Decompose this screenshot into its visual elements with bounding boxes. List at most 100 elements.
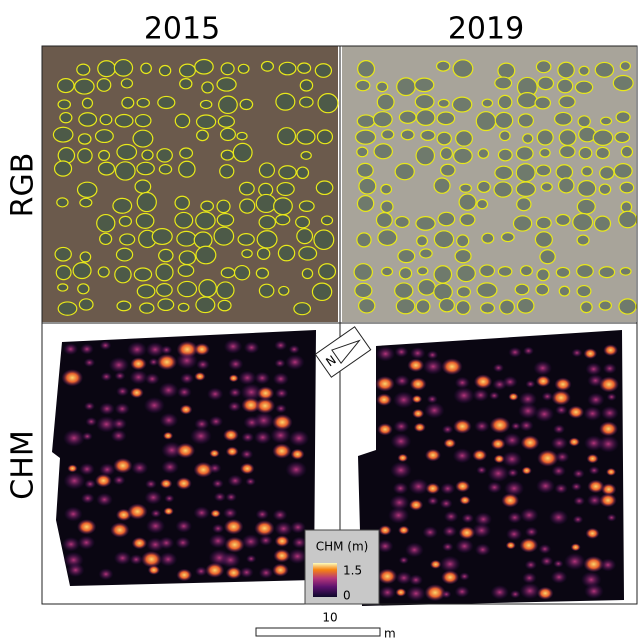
texture: [276, 215, 290, 225]
texture: [507, 468, 518, 477]
texture: [460, 214, 475, 226]
texture: [217, 78, 236, 91]
texture: [164, 494, 174, 502]
texture: [224, 339, 242, 354]
texture: [459, 194, 476, 210]
texture: [615, 132, 630, 142]
texture: [97, 79, 111, 92]
texture: [100, 233, 112, 244]
texture: [112, 418, 127, 430]
texture: [518, 114, 533, 127]
texture: [455, 539, 473, 554]
texture: [297, 130, 315, 144]
texture: [148, 565, 160, 575]
texture: [244, 341, 259, 353]
texture: [196, 246, 216, 264]
texture: [177, 386, 192, 398]
texture: [312, 283, 331, 300]
texture: [382, 130, 394, 139]
texture: [110, 522, 129, 537]
texture: [388, 507, 409, 524]
texture: [156, 264, 173, 281]
texture: [373, 112, 392, 127]
texture: [163, 432, 173, 440]
texture: [82, 432, 93, 441]
texture: [407, 359, 424, 373]
texture: [579, 66, 589, 75]
texture: [401, 130, 414, 140]
texture: [535, 97, 550, 109]
texture: [581, 302, 593, 313]
texture: [195, 60, 213, 75]
texture: [276, 93, 295, 110]
texture: [127, 503, 147, 519]
texture: [476, 112, 495, 131]
texture: [259, 163, 274, 177]
texture: [377, 94, 394, 110]
texture: [79, 134, 91, 144]
texture: [63, 429, 85, 446]
texture: [221, 552, 241, 568]
texture: [376, 346, 395, 361]
texture: [302, 269, 312, 279]
texture: [564, 553, 585, 570]
texture: [603, 344, 618, 356]
texture: [416, 147, 434, 165]
texture: [519, 538, 538, 553]
texture: [119, 216, 131, 226]
texture: [96, 130, 114, 143]
texture: [357, 196, 373, 212]
texture: [288, 549, 307, 564]
texture: [377, 82, 388, 92]
texture: [226, 446, 239, 456]
texture: [209, 449, 219, 457]
texture: [100, 115, 112, 125]
texture: [289, 430, 309, 446]
texture: [272, 563, 289, 576]
texture: [137, 162, 154, 174]
texture: [58, 302, 77, 315]
texture: [520, 508, 538, 523]
texture: [397, 78, 416, 96]
texture: [100, 341, 112, 350]
texture: [79, 299, 93, 310]
texture: [315, 64, 331, 78]
texture: [613, 75, 633, 90]
texture: [472, 523, 491, 538]
texture: [475, 543, 491, 556]
texture: [220, 165, 234, 178]
texture: [278, 245, 294, 260]
texture: [98, 61, 116, 77]
texture: [193, 506, 209, 519]
texture: [425, 449, 441, 462]
texture: [409, 499, 423, 510]
texture: [577, 235, 589, 245]
texture: [136, 115, 151, 127]
texture: [254, 372, 270, 385]
texture: [175, 520, 192, 533]
texture: [63, 343, 78, 355]
texture: [595, 62, 613, 77]
texture: [274, 521, 292, 536]
texture: [494, 182, 512, 197]
texture: [77, 519, 96, 535]
texture: [177, 231, 196, 246]
texture: [122, 97, 134, 108]
texture: [441, 164, 455, 176]
texture: [194, 343, 210, 356]
texture: [64, 507, 83, 522]
column-title: 2019: [448, 12, 524, 47]
texture: [298, 63, 311, 73]
texture: [217, 282, 234, 299]
texture: [98, 568, 113, 580]
texture: [399, 111, 416, 123]
texture: [417, 267, 427, 275]
texture: [536, 217, 551, 229]
texture: [78, 149, 92, 163]
texture: [571, 543, 581, 551]
texture: [58, 79, 74, 93]
texture: [519, 420, 534, 432]
texture: [619, 299, 636, 314]
texture: [297, 167, 309, 178]
texture: [176, 352, 198, 369]
